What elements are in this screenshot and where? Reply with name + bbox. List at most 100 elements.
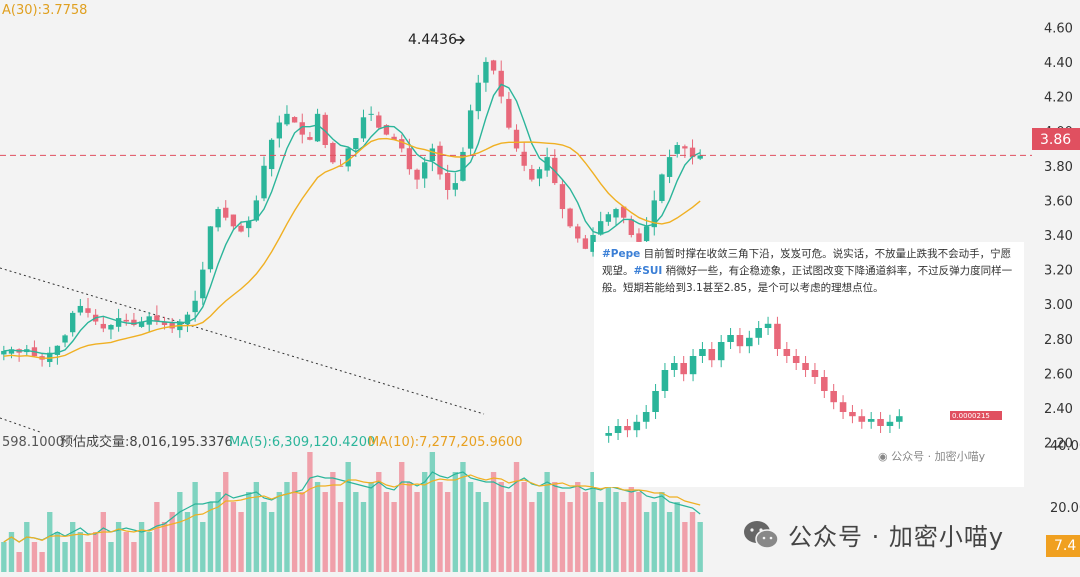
volume-legend: 598.1000 预估成交量:8,016,195.3376 MA(5):6,30… (2, 434, 523, 450)
volume-price-tag: 7.4 (1046, 535, 1080, 557)
candle-body (490, 60, 497, 71)
inset-text-pepe: 目前暂时撑在收敛三角下沿，岌岌可危。说实话，不放量止跌我不会动手，宁愿观望。 (602, 248, 1012, 277)
candle-body (536, 169, 543, 179)
mini-candle-body (830, 391, 837, 403)
volume-bar (513, 462, 520, 572)
candle-body (276, 122, 282, 139)
volume-bar (567, 502, 573, 572)
mini-candle-body (661, 370, 669, 391)
candle-body (506, 98, 512, 128)
peak-label: 4.4436 (408, 32, 457, 48)
inset-text-sui: 稍微好一些，有企稳迹象，正试图改变下降通道斜率，不过反弹力度同样一般。短期若能给… (602, 265, 1013, 294)
candle-body (628, 219, 634, 235)
candle-body (598, 221, 604, 235)
price-axis-tick: 3.40 (1044, 229, 1073, 244)
volume-bar (506, 492, 512, 572)
price-axis-tick: 3.20 (1044, 264, 1073, 279)
volume-bar (238, 512, 244, 572)
volume-bar (70, 522, 76, 572)
volume-bar (223, 472, 229, 572)
volume-bar (39, 552, 45, 572)
mini-candle-body (821, 377, 828, 391)
volume-bar (138, 522, 145, 572)
candle-body (452, 183, 458, 190)
candle-body (636, 233, 642, 242)
mini-candle-body (671, 363, 678, 370)
volume-bar (437, 482, 443, 572)
peak-annotation: 4.4436 (408, 32, 465, 48)
candle-body (138, 321, 145, 327)
mini-candle-body (689, 356, 697, 375)
volume-bar (47, 512, 53, 572)
candle-body (77, 305, 84, 313)
candle-body (513, 129, 520, 149)
candle-body (8, 349, 15, 354)
volume-bar (314, 482, 321, 572)
candle-body (376, 115, 382, 128)
volume-bar (682, 522, 688, 572)
candle-body (62, 335, 68, 343)
volume-bar (1, 542, 7, 572)
volume-bar (636, 492, 642, 572)
mini-candle-body (877, 419, 884, 426)
candle-body (437, 145, 443, 175)
mini-candle-body (755, 328, 762, 338)
volume-bar (100, 512, 106, 572)
candle-body (284, 113, 290, 125)
volume-bar (521, 482, 527, 572)
volume-bar (154, 502, 160, 572)
trendline-upper (0, 267, 485, 415)
candle-body (620, 206, 627, 218)
candle-body (406, 148, 413, 170)
mini-candle-body (708, 349, 716, 361)
ma-lines (3, 83, 701, 359)
mini-candle-body (717, 342, 725, 361)
candle-body (330, 142, 336, 163)
volume-bar (452, 472, 458, 572)
volume-bar (123, 532, 129, 572)
mini-candle-body (783, 349, 791, 356)
wechat-small-icon: ◉ (878, 450, 888, 463)
mini-candle-body (774, 323, 781, 349)
mini-candle-body (764, 323, 772, 328)
candle-body (115, 318, 122, 327)
volume-bar (651, 502, 657, 572)
candle-body (666, 157, 673, 177)
volume-bar (16, 552, 22, 572)
candle-body (47, 352, 53, 362)
arrow-right-icon (456, 35, 465, 45)
volume-bar (192, 482, 198, 572)
candle-body (345, 148, 351, 167)
mini-candle-body (652, 391, 659, 412)
volume-bar (590, 472, 596, 572)
volume-bar (337, 502, 344, 572)
volume-bar (177, 492, 183, 572)
volume-bar (77, 532, 84, 572)
volume-ma10-line (3, 474, 701, 543)
price-axis-tick: 2.80 (1044, 333, 1073, 348)
candle-body (475, 82, 481, 112)
candle-body (674, 145, 680, 154)
volume-bar (582, 492, 589, 572)
volume-bar (24, 522, 30, 572)
candle-body (1, 350, 7, 355)
candle-body (575, 226, 581, 239)
wechat-icon (744, 520, 779, 549)
candle-body (521, 151, 527, 166)
ma-fast-line (3, 83, 701, 355)
candle-body (460, 151, 466, 181)
candle-body (314, 113, 321, 142)
volume-bar (291, 472, 298, 572)
volume-bar (345, 462, 351, 572)
mini-price-tag-label: 0.0000215 (952, 412, 990, 420)
volume-bar (62, 542, 68, 572)
candle-body (444, 173, 451, 190)
watermark-small: ◉ 公众号 · 加密小喵y (878, 448, 985, 464)
ma30-label: A(30):3.7758 (2, 3, 87, 18)
candle-body (307, 137, 313, 140)
volume-bar (131, 542, 137, 572)
volume-bar (475, 492, 481, 572)
mini-candle-body (849, 412, 856, 417)
volume-bar (490, 472, 497, 572)
